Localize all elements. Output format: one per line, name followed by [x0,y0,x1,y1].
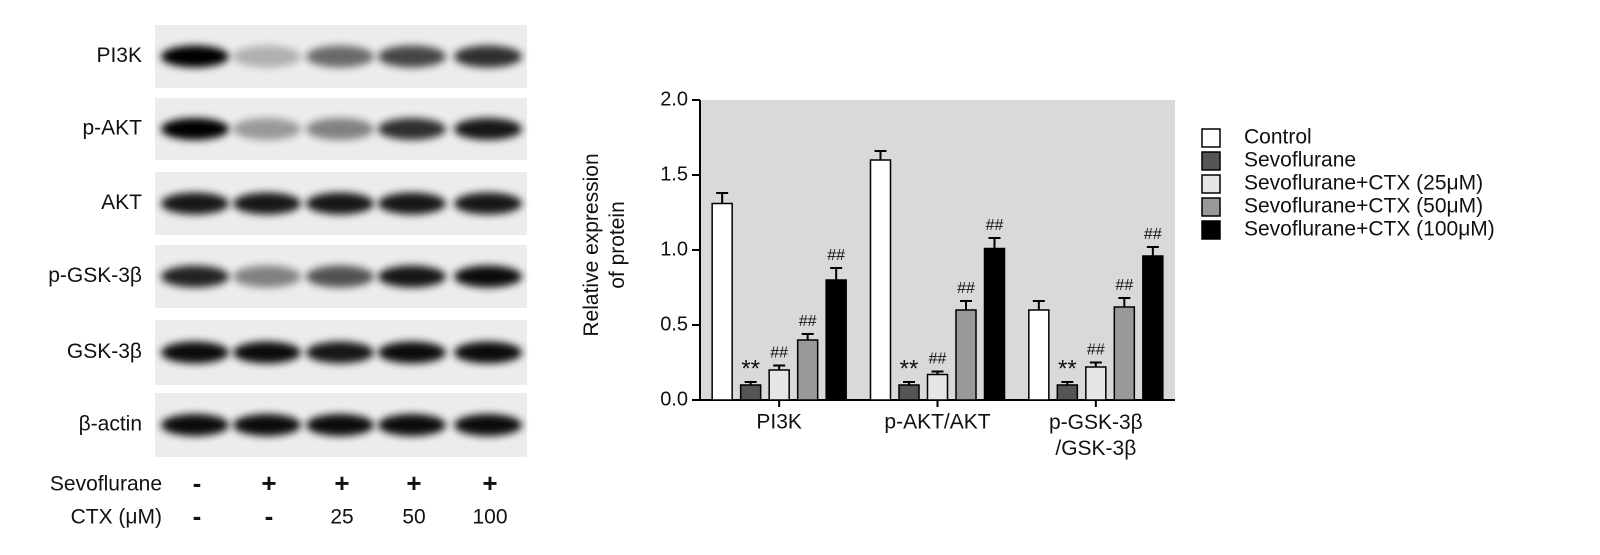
bar [1028,309,1050,401]
bar [825,279,847,401]
condition-label: Sevoflurane [50,473,162,496]
blot-band [306,265,374,288]
x-tick-label: p-AKT/AKT [884,411,990,434]
blot-band [161,414,229,436]
bar [1056,384,1079,401]
bar [796,339,819,401]
bar [1085,366,1107,401]
blot-band [306,45,374,68]
blot-band [378,192,446,215]
significance-marker: ## [1115,277,1133,294]
condition-value: 50 [402,506,425,529]
blot-band [233,265,301,288]
bar [1113,306,1136,401]
legend-label: Control [1244,126,1312,149]
condition-value: + [482,468,497,498]
significance-marker: ## [957,280,975,297]
bar [955,309,977,401]
blot-band [378,341,446,364]
band-label: AKT [101,191,142,214]
legend-swatch [1201,151,1221,171]
blot-band [161,45,229,68]
bar [768,369,790,401]
plot-background [700,100,1175,400]
legend-swatch [1201,220,1221,240]
y-tick-label: 1.5 [660,163,688,185]
condition-value: + [334,468,349,498]
legend-label: Sevoflurane+CTX (100μM) [1244,218,1495,241]
condition-value: - [193,468,202,498]
band-label: PI3K [96,44,142,67]
y-axis-label: Relative expression of protein [580,153,629,336]
significance-marker: ## [1087,342,1105,359]
condition-value: 25 [330,506,353,529]
significance-marker: ** [900,355,919,382]
x-tick-label: p-GSK-3β/GSK-3β [1049,411,1143,460]
blot-band [161,341,229,364]
significance-marker: ## [827,247,845,264]
bar [711,202,733,401]
blot-band [161,265,229,288]
y-tick-label: 2.0 [660,88,688,110]
significance-marker: ## [929,351,947,368]
bar [983,247,1006,401]
blot-band [161,192,229,215]
significance-marker: ** [741,355,760,382]
blot-band [306,414,374,436]
blot-band [306,192,374,215]
blot-band [454,265,522,288]
legend-swatch [1201,128,1221,148]
blot-band [454,341,522,364]
x-tick-label: PI3K [756,411,802,434]
blot-band [233,414,301,436]
legend-label: Sevoflurane+CTX (25μM) [1244,172,1483,195]
legend-label: Sevoflurane [1244,149,1356,172]
bar [739,384,762,401]
significance-marker: ## [799,313,817,330]
blot-band [306,341,374,364]
blot-band [378,45,446,68]
y-tick-label: 0.5 [660,313,688,335]
legend-swatch [1201,174,1221,194]
significance-marker: ## [986,217,1004,234]
blot-band [454,414,522,436]
legend-label: Sevoflurane+CTX (50μM) [1244,195,1483,218]
blot-band [378,118,446,140]
y-tick-label: 1.0 [660,238,688,260]
blot-band [233,118,301,140]
y-tick-label: 0.0 [660,388,688,410]
legend-swatch [1201,197,1221,217]
blot-band [306,118,374,140]
bar [926,373,949,401]
significance-marker: ** [1058,355,1077,382]
blot-band [454,118,522,140]
blot-band [233,45,301,68]
condition-value: - [265,501,274,531]
blot-band [378,265,446,288]
blot-band [233,192,301,215]
significance-marker: ## [770,345,788,362]
band-label: p-GSK-3β [48,264,142,287]
condition-label: CTX (μM) [71,506,162,529]
blot-band [233,341,301,364]
blot-band [454,192,522,215]
bar [869,159,892,401]
significance-marker: ## [1144,226,1162,243]
blot-band [161,118,229,140]
condition-value: + [406,468,421,498]
condition-value: 100 [472,506,507,529]
band-label: p-AKT [82,117,142,140]
bar [1142,255,1164,401]
blot-band [454,45,522,68]
condition-value: - [193,501,202,531]
bar [898,384,920,401]
band-label: β-actin [79,413,142,436]
blot-band [378,414,446,436]
condition-value: + [261,468,276,498]
band-label: GSK-3β [67,340,142,363]
